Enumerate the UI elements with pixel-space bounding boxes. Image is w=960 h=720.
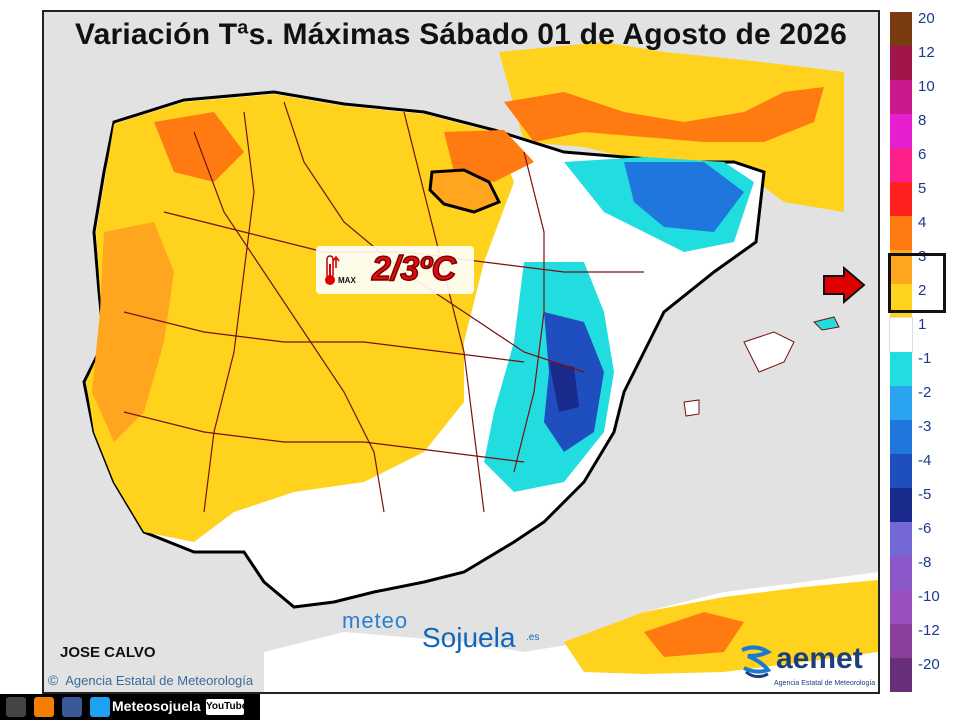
legend-swatch	[890, 114, 912, 148]
legend-swatch	[890, 12, 912, 46]
temperature-map	[44, 12, 878, 692]
blogger-icon[interactable]	[34, 697, 54, 717]
youtube-icon[interactable]: YouTube	[206, 699, 247, 715]
temperature-value: 2/3ºC	[371, 249, 457, 289]
legend-label: -10	[918, 588, 940, 605]
france-hot-region	[504, 87, 824, 142]
legend-swatch	[890, 488, 912, 522]
author-credit: JOSE CALVO	[60, 644, 156, 661]
legend-swatch	[890, 522, 912, 556]
legend-label: 8	[918, 112, 927, 129]
meteo-logo-part1: meteo	[342, 608, 409, 633]
very-cold-spot	[549, 362, 579, 412]
legend-swatch	[890, 420, 912, 454]
max-label: MAX	[338, 276, 356, 285]
twitter-icon[interactable]	[90, 697, 110, 717]
legend-swatch	[890, 556, 912, 590]
agency-text: Agencia Estatal de Meteorología	[65, 673, 254, 688]
la-rioja-outline	[428, 168, 502, 214]
legend-label: 2	[918, 282, 927, 299]
legend-label: -1	[918, 350, 932, 367]
meteo-logo-part2: Sojuela	[422, 622, 516, 653]
balearic-islands	[743, 331, 795, 373]
map-frame: Variación Tªs. Máximas Sábado 01 de Agos…	[42, 10, 880, 694]
legend-label: 10	[918, 78, 935, 95]
color-legend: 20 12 10 8 6 5 4 3 2 1 -1 -2 -3 -4 -5 -6 -8 -10 -12 -20	[888, 10, 948, 694]
legend-swatch	[890, 216, 912, 250]
legend-swatch	[890, 454, 912, 488]
agency-credit: © Agencia Estatal de Meteorología	[48, 672, 253, 688]
legend-swatch	[890, 386, 912, 420]
social-bar: Meteosojuela YouTube	[0, 694, 260, 720]
legend-swatch	[890, 46, 912, 80]
legend-label: -6	[918, 520, 932, 537]
legend-label: 5	[918, 180, 927, 197]
legend-swatch	[890, 624, 912, 658]
legend-label: 12	[918, 44, 935, 61]
aemet-swirl-icon	[741, 645, 772, 679]
ibiza	[683, 399, 700, 417]
legend-label: -8	[918, 554, 932, 571]
thermometer-icon	[325, 255, 340, 285]
legend-swatch	[890, 590, 912, 624]
temperature-badge: MAX 2/3ºC	[316, 246, 474, 294]
legend-label: 20	[918, 10, 935, 27]
legend-swatch	[890, 80, 912, 114]
legend-label: -20	[918, 656, 940, 673]
instagram-icon[interactable]	[6, 697, 26, 717]
legend-label: -5	[918, 486, 932, 503]
facebook-icon[interactable]	[62, 697, 82, 717]
legend-swatch	[890, 182, 912, 216]
pointer-arrow-icon	[823, 266, 866, 304]
legend-label: 6	[918, 146, 927, 163]
menorca	[813, 316, 840, 331]
hot-spot-north	[444, 130, 534, 182]
legend-label: -2	[918, 384, 932, 401]
legend-swatch	[890, 352, 912, 386]
legend-label: 3	[918, 248, 927, 265]
north-africa-hot	[644, 612, 744, 657]
aemet-name: aemet	[776, 642, 863, 675]
brand-name: Meteosojuela	[112, 698, 201, 714]
legend-swatch	[890, 658, 912, 692]
legend-swatch	[890, 148, 912, 182]
cold-region-catalonia	[624, 162, 744, 232]
meteo-logo-domain: .es	[526, 632, 540, 643]
legend-label: -4	[918, 452, 932, 469]
warm-region-west	[86, 94, 514, 542]
legend-label: -12	[918, 622, 940, 639]
legend-label: 1	[918, 316, 927, 333]
legend-swatch	[889, 317, 913, 353]
legend-swatch	[890, 250, 912, 284]
legend-swatch	[890, 284, 912, 318]
legend-label: 4	[918, 214, 927, 231]
legend-label: -3	[918, 418, 932, 435]
aemet-logo: aemet Agencia Estatal de Meteorología	[736, 640, 878, 690]
page-title: Variación Tªs. Máximas Sábado 01 de Agos…	[75, 18, 847, 51]
legend-highlight-box	[888, 253, 946, 313]
meteosojuela-logo: meteo Sojuela .es	[342, 602, 562, 653]
copyright-symbol: ©	[48, 672, 59, 688]
aemet-subtitle: Agencia Estatal de Meteorología	[774, 680, 876, 687]
orange-band-portugal	[92, 222, 174, 442]
